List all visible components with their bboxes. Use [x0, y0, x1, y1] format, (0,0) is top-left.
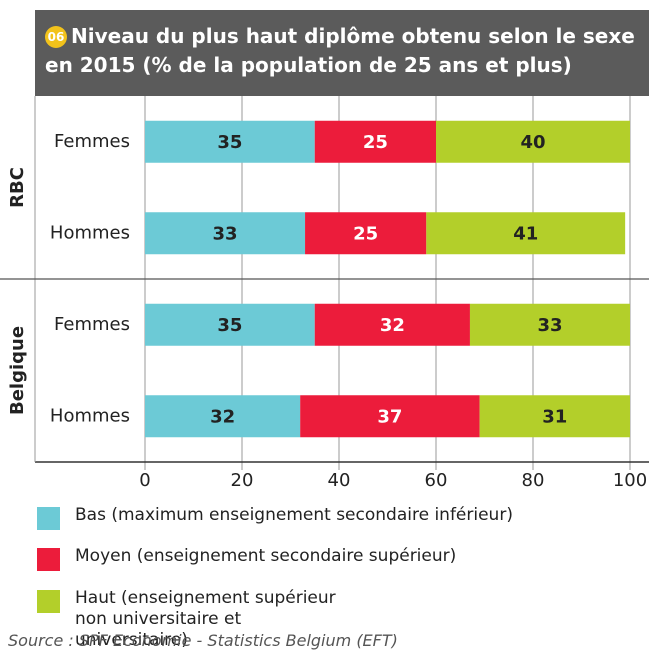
data-label: 25	[353, 223, 378, 244]
y-tick-label: Hommes	[50, 405, 130, 426]
data-label: 33	[537, 315, 562, 336]
x-tick-label: 20	[231, 470, 254, 491]
x-tick-label: 80	[522, 470, 545, 491]
legend-label: Haut (enseignement supérieur non univers…	[75, 588, 336, 650]
bar-segment	[145, 303, 315, 346]
bar-segment	[426, 212, 626, 255]
data-label: 41	[513, 223, 538, 244]
bar-segment	[145, 395, 301, 438]
source: Source : SPF Economie - Statistics Belgi…	[8, 631, 398, 650]
chart-header: 06 Niveau du plus haut diplôme obtenu sel…	[35, 10, 649, 96]
data-label: 32	[210, 406, 235, 427]
legend-label: Moyen (enseignement secondaire supérieur…	[75, 546, 457, 566]
x-tick-label: 100	[613, 470, 647, 491]
legend-swatch	[37, 590, 60, 613]
y-tick-label: Femmes	[54, 131, 130, 152]
legend-label: Bas (maximum enseignement secondaire inf…	[75, 505, 513, 525]
x-tick-label: 0	[139, 470, 150, 491]
data-label: 35	[217, 132, 242, 153]
chart-title: Niveau du plus haut diplôme obtenu selon…	[45, 24, 635, 77]
bar-segment	[314, 303, 470, 346]
group-label: RBC	[7, 167, 28, 208]
data-label: 35	[217, 315, 242, 336]
y-tick-label: Hommes	[50, 222, 130, 243]
bar-segment	[469, 303, 630, 346]
data-label: 33	[212, 223, 237, 244]
data-label: 37	[377, 406, 402, 427]
legend-swatch	[37, 507, 60, 530]
badge: 06	[45, 26, 67, 48]
bar-segment	[300, 395, 480, 438]
legend-swatch	[37, 548, 60, 571]
data-label: 25	[363, 132, 388, 153]
data-label: 32	[380, 315, 405, 336]
bar-segment	[314, 120, 436, 163]
bar-segment	[436, 120, 630, 163]
x-tick-label: 60	[425, 470, 448, 491]
bar-segment	[479, 395, 630, 438]
bar-segment	[305, 212, 427, 255]
chart: 0 20 40 60 80 100 RBC Belgique Femmes 35 25 40 Homme…	[0, 96, 649, 491]
x-tick-label: 40	[328, 470, 351, 491]
y-tick-label: Femmes	[54, 314, 130, 335]
data-label: 40	[520, 132, 545, 153]
data-label: 31	[542, 406, 567, 427]
group-label: Belgique	[7, 326, 28, 415]
bar-segment	[145, 212, 306, 255]
bar-segment	[145, 120, 315, 163]
